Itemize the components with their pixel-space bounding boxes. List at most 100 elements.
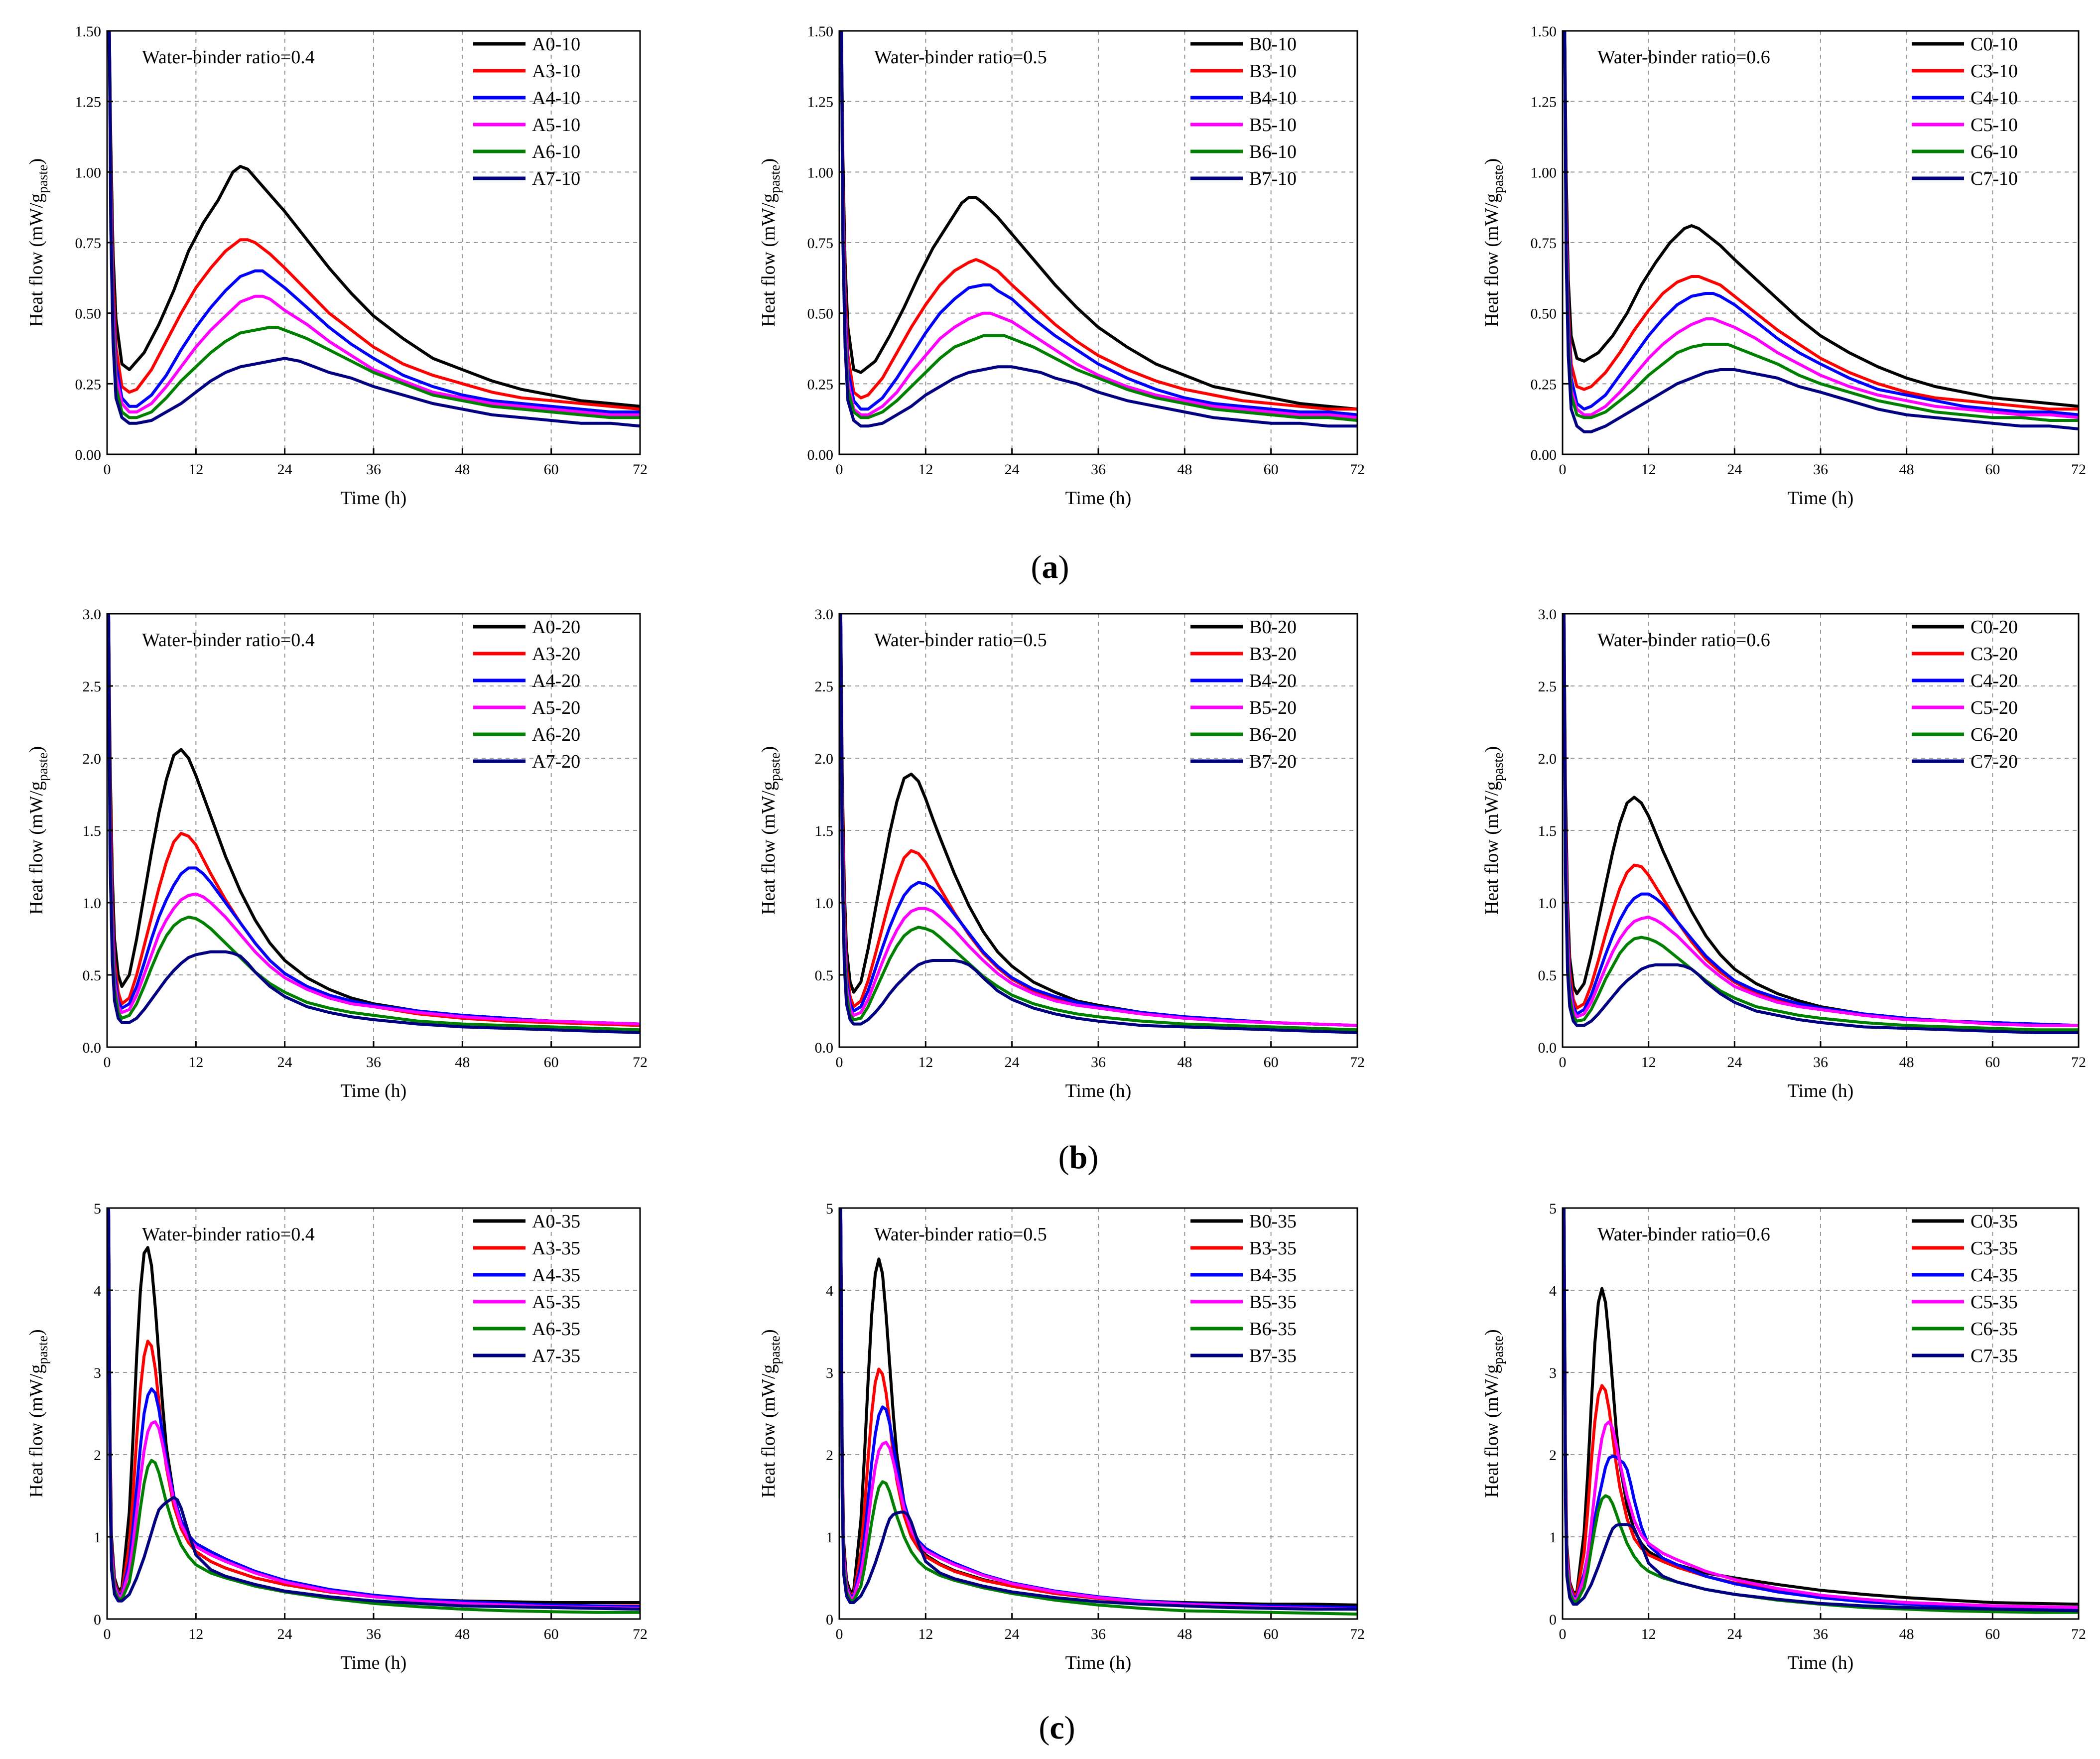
b-1-y-tick-label: 1.0 — [83, 895, 102, 912]
c-2-y-tick-label: 4 — [826, 1283, 833, 1299]
a-2-legend-label-B7-10: B7-10 — [1249, 168, 1297, 189]
c-1-x-tick-label: 48 — [455, 1626, 470, 1642]
b-3-series-C7-20 — [1563, 614, 2079, 1034]
c-1-x-tick-label: 60 — [544, 1626, 559, 1642]
b-2-y-tick-label: 2.5 — [815, 678, 834, 695]
a-2-x-tick-label: 36 — [1091, 461, 1106, 478]
a-3-legend-label-C7-10: C7-10 — [1970, 168, 2018, 189]
c-3-y-tick-label: 3 — [1549, 1365, 1557, 1381]
a-3-x-axis-title: Time (h) — [1788, 488, 1854, 509]
b-2-series-B5-20 — [839, 614, 1357, 1027]
c-2-y-axis-title-close: ) — [758, 1329, 779, 1336]
c-1-y-tick-label: 0 — [94, 1612, 101, 1628]
c-1-legend-label-A4-35: A4-35 — [532, 1265, 580, 1286]
a-2-legend-label-B4-10: B4-10 — [1249, 88, 1297, 109]
c-3-series-C7-35 — [1563, 1208, 2079, 1613]
a-1-series-A7-10 — [108, 31, 640, 428]
b-2-y-axis-title: Heat flow (mW/gpaste) — [758, 746, 783, 915]
a-3-x-tick-label: 48 — [1899, 461, 1914, 478]
b-3-y-axis-title-close: ) — [1481, 746, 1502, 753]
a-3-y-tick-label: 0.00 — [1531, 447, 1557, 463]
a-3-x-tick-label: 0 — [1559, 461, 1567, 478]
c-1-y-tick-label: 5 — [94, 1201, 101, 1217]
c-2-x-tick-label: 0 — [836, 1626, 843, 1642]
a-1-legend-label-A6-10: A6-10 — [532, 141, 580, 162]
a-1-x-tick-label: 12 — [188, 461, 203, 478]
c-3-y-axis-title-close: ) — [1481, 1329, 1502, 1336]
b-2-legend-label-B6-20: B6-20 — [1249, 724, 1297, 745]
a-2-series-B0-10 — [840, 31, 1357, 411]
b-1-y-axis-title: Heat flow (mW/gpaste) — [26, 746, 51, 915]
c-3-y-tick-label: 4 — [1549, 1283, 1557, 1299]
a-1-x-tick-label: 0 — [104, 461, 111, 478]
a-1-legend-label-A4-10: A4-10 — [532, 88, 580, 109]
c-2-series-B6-35 — [839, 1208, 1357, 1616]
c-2-y-axis-title-sub: paste — [768, 1336, 783, 1364]
c-2-x-tick-label: 72 — [1350, 1626, 1365, 1642]
b-2-y-tick-label: 3.0 — [815, 606, 834, 623]
b-2-x-tick-label: 0 — [836, 1054, 843, 1071]
b-2-legend-label-B0-20: B0-20 — [1249, 617, 1297, 638]
b-3-legend-label-C7-20: C7-20 — [1970, 751, 2018, 772]
a-1-legend-label-A7-10: A7-10 — [532, 168, 580, 189]
a-3-y-tick-label: 0.50 — [1531, 306, 1557, 322]
c-3-legend-label-C0-35: C0-35 — [1970, 1211, 2018, 1232]
b-3-y-tick-label: 0.0 — [1538, 1040, 1557, 1056]
c-1-x-tick-label: 12 — [188, 1626, 203, 1642]
b-2-x-tick-label: 12 — [918, 1054, 933, 1071]
c-1-y-tick-label: 1 — [94, 1529, 101, 1546]
b-1-y-tick-label: 0.0 — [83, 1040, 102, 1056]
b-1-series-A7-20 — [107, 614, 640, 1034]
c-3-x-tick-label: 0 — [1559, 1626, 1567, 1642]
b-1-y-tick-label: 2.0 — [83, 751, 102, 767]
b-3-x-tick-label: 0 — [1559, 1054, 1567, 1071]
b-2-y-tick-label: 1.5 — [815, 823, 834, 839]
a-2-y-tick-label: 0.75 — [807, 235, 834, 252]
c-1-annotation: Water-binder ratio=0.4 — [142, 1224, 315, 1245]
a-3-y-axis-title-sub: paste — [1491, 165, 1506, 194]
c-3-y-axis-title-sub: paste — [1491, 1336, 1506, 1364]
a-2-y-axis-title: Heat flow (mW/gpaste) — [758, 158, 783, 327]
c-2-x-tick-label: 60 — [1264, 1626, 1279, 1642]
c-2-legend-label-B6-35: B6-35 — [1249, 1319, 1297, 1340]
a-1-x-tick-label: 36 — [366, 461, 381, 478]
a-3-y-tick-label: 1.00 — [1531, 164, 1557, 181]
a-2-y-axis-title-close: ) — [758, 158, 779, 165]
b-3-y-tick-label: 1.5 — [1538, 823, 1557, 839]
c-1-legend-label-A6-35: A6-35 — [532, 1319, 580, 1340]
a-2-series-B5-10 — [840, 31, 1357, 419]
c-2-legend-label-B3-35: B3-35 — [1249, 1238, 1297, 1259]
a-1-legend-label-A5-10: A5-10 — [532, 115, 580, 135]
a-3-y-axis-title: Heat flow (mW/gpaste) — [1481, 158, 1506, 327]
c-2-x-tick-label: 48 — [1177, 1626, 1192, 1642]
b-2-series-B6-20 — [839, 614, 1357, 1032]
b-1-x-tick-label: 0 — [104, 1054, 111, 1071]
a-1-x-tick-label: 60 — [544, 461, 559, 478]
b-1-series-A5-20 — [107, 614, 640, 1026]
b-1-x-tick-label: 48 — [455, 1054, 470, 1071]
c-3-x-tick-label: 12 — [1641, 1626, 1656, 1642]
c-3-x-tick-label: 48 — [1899, 1626, 1914, 1642]
b-1-legend-label-A3-20: A3-20 — [532, 644, 580, 665]
c-3-legend-label-C3-35: C3-35 — [1970, 1238, 2018, 1259]
b-2-y-axis-title-sub: paste — [768, 753, 783, 782]
c-1-legend-label-A7-35: A7-35 — [532, 1346, 580, 1366]
a-1-y-tick-label: 0.00 — [75, 447, 102, 463]
b-2-legend-label-B3-20: B3-20 — [1249, 644, 1297, 665]
a-2-series-B3-10 — [840, 31, 1357, 411]
a-2-y-axis-title-sub: paste — [768, 165, 783, 194]
b-2-x-axis-title: Time (h) — [1065, 1081, 1132, 1101]
b-1-x-axis-title: Time (h) — [341, 1081, 407, 1101]
c-2-y-axis-title-main: Heat flow (mW/g — [758, 1364, 779, 1498]
a-3-legend-label-C6-10: C6-10 — [1970, 141, 2018, 162]
c-3-y-axis-title: Heat flow (mW/gpaste) — [1481, 1329, 1506, 1497]
a-3-series-C4-10 — [1563, 31, 2079, 416]
a-1-x-axis-title: Time (h) — [341, 488, 407, 509]
c-1-x-axis-title: Time (h) — [341, 1652, 407, 1673]
b-1-y-tick-label: 0.5 — [83, 967, 102, 984]
a-2-series-B6-10 — [840, 31, 1357, 422]
a-1-y-tick-label: 1.25 — [75, 94, 102, 111]
c-1-series-A7-35 — [107, 1208, 640, 1611]
